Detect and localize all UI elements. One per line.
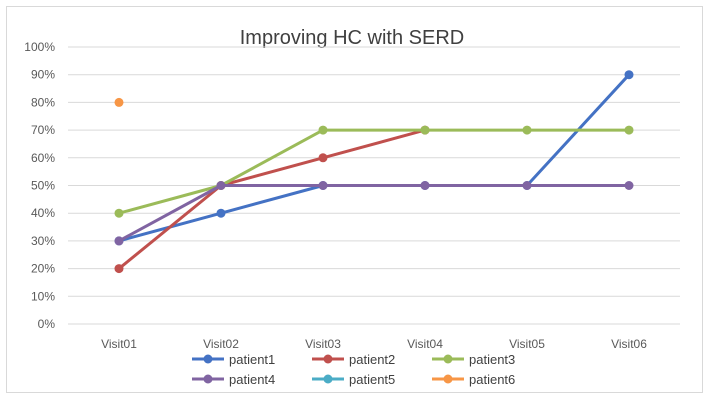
- data-point: [624, 181, 634, 190]
- y-tick-label: 60%: [31, 151, 55, 165]
- series-line: [117, 128, 427, 271]
- legend-item: patient3: [432, 352, 515, 367]
- y-tick-label: 80%: [31, 95, 55, 109]
- data-point: [114, 264, 124, 274]
- data-point: [318, 125, 328, 135]
- data-point: [318, 153, 328, 163]
- data-point: [624, 70, 634, 80]
- series-patient4: [114, 181, 634, 246]
- legend-item: patient2: [312, 352, 395, 367]
- legend-label: patient3: [469, 352, 515, 367]
- x-axis-tick-labels: Visit01 Visit02 Visit03 Visit04 Visit05 Visit…: [101, 337, 647, 351]
- series-patient6: [114, 97, 124, 107]
- y-tick-label: 90%: [31, 68, 55, 82]
- y-tick-label: 10%: [31, 289, 55, 303]
- x-tick-label: Visit05: [509, 337, 545, 351]
- y-tick-label: 40%: [31, 206, 55, 220]
- series-patient3: [114, 125, 634, 218]
- data-point: [522, 125, 532, 135]
- legend-item: patient6: [432, 372, 515, 387]
- legend-label: patient2: [349, 352, 395, 367]
- legend-label: patient6: [469, 372, 515, 387]
- legend-swatch-marker: [203, 354, 213, 364]
- legend-label: patient5: [349, 372, 395, 387]
- data-point: [318, 181, 328, 190]
- legend-swatch-marker: [443, 354, 453, 364]
- legend-swatch-marker: [203, 374, 213, 384]
- y-tick-label: 100%: [24, 40, 55, 54]
- data-point: [114, 97, 124, 107]
- y-axis-tick-labels: 0% 10% 20% 30% 40% 50% 60% 70% 80% 90% 100%: [24, 40, 55, 331]
- legend-item: patient1: [192, 352, 275, 367]
- data-point: [624, 125, 634, 135]
- x-tick-label: Visit06: [611, 337, 647, 351]
- legend-swatch-marker: [443, 374, 453, 384]
- legend-item: patient4: [192, 372, 275, 387]
- data-point: [216, 208, 226, 218]
- y-tick-label: 70%: [31, 123, 55, 137]
- y-tick-label: 20%: [31, 262, 55, 276]
- y-tick-label: 50%: [31, 179, 55, 193]
- x-tick-label: Visit03: [305, 337, 341, 351]
- series-line: [117, 184, 631, 243]
- legend: patient1 patient2 patient3 patient4 patient5…: [192, 352, 515, 387]
- legend-item: patient5: [312, 372, 395, 387]
- legend-swatch-marker: [323, 354, 333, 364]
- legend-label: patient4: [229, 372, 275, 387]
- data-point: [216, 181, 226, 190]
- chart-title: Improving HC with SERD: [240, 27, 465, 49]
- x-tick-label: Visit02: [203, 337, 239, 351]
- series-layer: [114, 70, 634, 274]
- legend-swatch-marker: [323, 374, 333, 384]
- data-point: [420, 181, 430, 190]
- data-point: [114, 208, 124, 218]
- data-point: [522, 181, 532, 190]
- x-tick-label: Visit01: [101, 337, 137, 351]
- chart-frame: [6, 6, 703, 393]
- x-tick-label: Visit04: [407, 337, 443, 351]
- legend-label: patient1: [229, 352, 275, 367]
- data-point: [114, 236, 124, 246]
- y-tick-label: 0%: [38, 317, 56, 331]
- data-point: [420, 125, 430, 135]
- series-line: [117, 128, 631, 215]
- y-tick-label: 30%: [31, 234, 55, 248]
